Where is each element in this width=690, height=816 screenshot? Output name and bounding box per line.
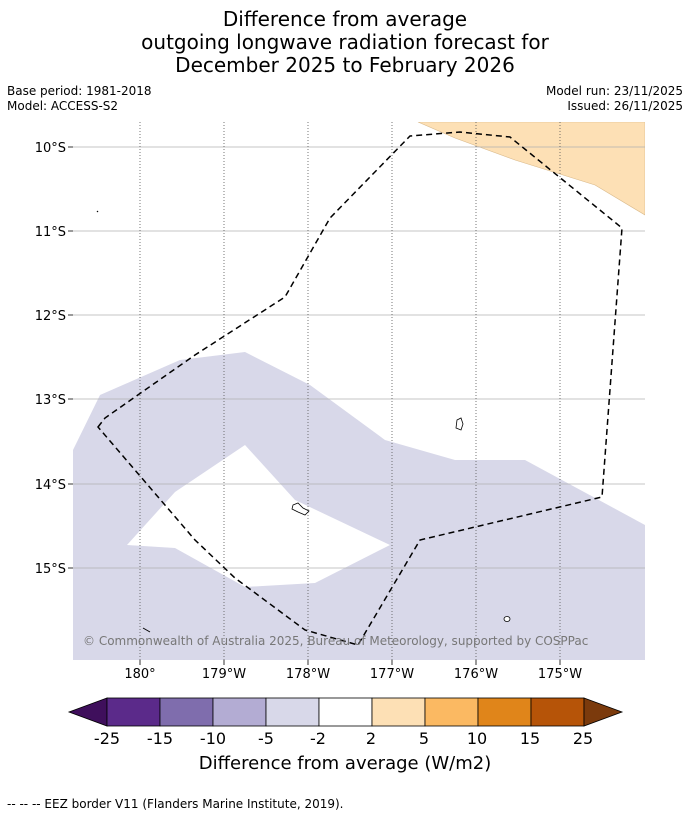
island-wallis bbox=[455, 417, 464, 431]
title-line-2: outgoing longwave radiation forecast for bbox=[141, 30, 549, 54]
copyright-text: © Commonwealth of Australia 2025, Bureau… bbox=[83, 634, 588, 648]
colorbar-segment bbox=[424, 697, 479, 727]
lon-label: 179°W bbox=[202, 667, 246, 682]
colorbar-tick-label: -15 bbox=[146, 729, 174, 748]
issued-date: Issued: 26/11/2025 bbox=[567, 99, 683, 113]
colorbar-segment bbox=[106, 697, 161, 727]
colorbar-segment bbox=[530, 697, 585, 727]
eez-border bbox=[97, 131, 623, 646]
chart-title: Difference from average outgoing longwav… bbox=[0, 8, 690, 77]
lat-label: 11°S bbox=[35, 225, 66, 240]
colorbar bbox=[67, 697, 624, 727]
latitude-labels: 10°S 11°S 12°S 13°S 14°S 15°S bbox=[35, 141, 66, 577]
model-name: Model: ACCESS-S2 bbox=[7, 99, 119, 113]
title-line-3: December 2025 to February 2026 bbox=[175, 53, 515, 77]
colorbar-tick-label: 25 bbox=[572, 729, 594, 748]
colorbar-tick-label: -10 bbox=[199, 729, 227, 748]
colorbar-arrow-high bbox=[583, 697, 624, 727]
lon-label: 180° bbox=[124, 667, 155, 682]
axis-ticks bbox=[68, 146, 561, 665]
meta-left: Base period: 1981-2018 Model: ACCESS-S2 bbox=[7, 84, 152, 114]
colorbar-segment bbox=[212, 697, 267, 727]
island-futuna bbox=[291, 502, 310, 516]
lat-label: 15°S bbox=[35, 562, 66, 577]
colorbar-segment bbox=[371, 697, 426, 727]
eez-legend-note: -- -- -- EEZ border V11 (Flanders Marine… bbox=[7, 797, 344, 811]
title-line-1: Difference from average bbox=[222, 7, 468, 31]
island-dot bbox=[96, 210, 99, 213]
lat-label: 10°S bbox=[35, 141, 66, 156]
map-area: © Commonwealth of Australia 2025, Bureau… bbox=[73, 122, 645, 660]
colorbar-tick-label: -25 bbox=[93, 729, 121, 748]
lat-label: 13°S bbox=[35, 393, 66, 408]
base-period: Base period: 1981-2018 bbox=[7, 84, 152, 98]
colorbar-arrow-low bbox=[67, 697, 108, 727]
longitude-labels: 180° 179°W 178°W 177°W 176°W 175°W bbox=[124, 667, 582, 682]
lat-label: 14°S bbox=[35, 478, 66, 493]
island-small bbox=[503, 616, 511, 622]
shaded-region-positive bbox=[417, 122, 645, 216]
colorbar-segment bbox=[318, 697, 373, 727]
colorbar-segment bbox=[159, 697, 214, 727]
model-run: Model run: 23/11/2025 bbox=[545, 84, 683, 98]
lon-label: 177°W bbox=[370, 667, 414, 682]
colorbar-tick-label: -5 bbox=[258, 729, 274, 748]
lon-label: 175°W bbox=[538, 667, 582, 682]
shaded-region-negative bbox=[73, 352, 645, 660]
lon-label: 176°W bbox=[454, 667, 498, 682]
island-fragment bbox=[142, 627, 151, 633]
colorbar-tick-label: 15 bbox=[519, 729, 541, 748]
colorbar-segment bbox=[477, 697, 532, 727]
colorbar-segment bbox=[265, 697, 320, 727]
meta-right: Model run: 23/11/2025 Issued: 26/11/2025 bbox=[546, 84, 683, 114]
colorbar-title: Difference from average (W/m2) bbox=[198, 753, 492, 774]
colorbar-tick-label: 10 bbox=[466, 729, 488, 748]
colorbar-tick-label: 2 bbox=[365, 729, 377, 748]
colorbar-tick-label: 5 bbox=[418, 729, 430, 748]
lat-label: 12°S bbox=[35, 309, 66, 324]
lon-label: 178°W bbox=[286, 667, 330, 682]
colorbar-tick-label: -2 bbox=[310, 729, 326, 748]
latitude-gridlines bbox=[73, 146, 645, 569]
